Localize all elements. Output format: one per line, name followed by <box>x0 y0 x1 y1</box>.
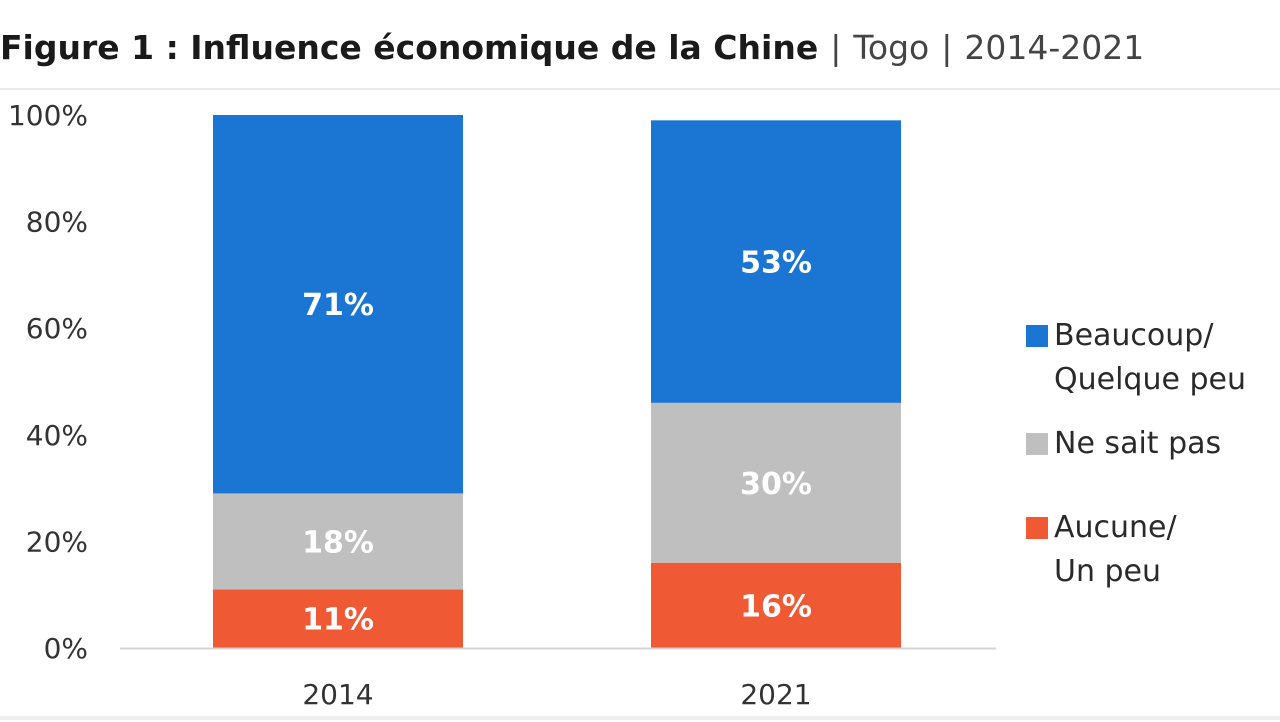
legend-item: Ne sait pas <box>1026 422 1280 466</box>
title-divider <box>0 88 1280 90</box>
bottom-divider <box>0 716 1280 720</box>
bar-segment <box>651 402 901 563</box>
legend-item: Beaucoup/ Quelque peu <box>1026 314 1280 402</box>
y-tick-label: 40% <box>26 419 88 452</box>
y-tick-label: 80% <box>26 206 88 239</box>
bar-segment <box>213 115 463 494</box>
stacked-bar-chart: 0% 20% 40% 60% 80% 100% 11% 18% 71% 2014 16% 30% 53%… <box>8 99 996 711</box>
chart-title-main: Figure 1 : Influence économique de la Ch… <box>0 28 819 67</box>
y-tick-label: 60% <box>26 312 88 345</box>
data-label: 53% <box>740 246 812 281</box>
data-label: 18% <box>302 525 374 560</box>
y-tick-label: 100% <box>8 99 88 132</box>
legend-label: Beaucoup/ Quelque peu <box>1054 318 1246 397</box>
legend-swatch <box>1026 325 1048 347</box>
bar-segment <box>651 562 901 648</box>
legend-label: Aucune/ Un peu <box>1054 510 1177 589</box>
x-category-label: 2021 <box>740 678 811 711</box>
data-label: 16% <box>740 589 812 624</box>
x-category-label: 2014 <box>302 678 373 711</box>
data-label: 30% <box>740 467 812 502</box>
bar-segment <box>213 589 463 648</box>
chart-title: Figure 1 : Influence économique de la Ch… <box>0 22 1144 74</box>
legend-swatch <box>1026 433 1048 455</box>
chart-title-country: Togo <box>853 28 930 67</box>
title-separator: | <box>941 28 953 67</box>
chart-legend: Beaucoup/ Quelque peu Ne sait pas Aucune/ … <box>1026 314 1280 614</box>
bar-segment <box>651 120 901 403</box>
data-label: 11% <box>302 603 374 638</box>
chart-title-period: 2014-2021 <box>964 28 1145 67</box>
legend-item: Aucune/ Un peu <box>1026 506 1280 594</box>
legend-swatch <box>1026 517 1048 539</box>
y-tick-label: 0% <box>44 632 88 665</box>
data-label: 71% <box>302 288 374 323</box>
legend-label: Ne sait pas <box>1054 426 1222 461</box>
title-separator: | <box>830 28 842 67</box>
bar-segment <box>213 493 463 590</box>
y-tick-label: 20% <box>26 525 88 558</box>
